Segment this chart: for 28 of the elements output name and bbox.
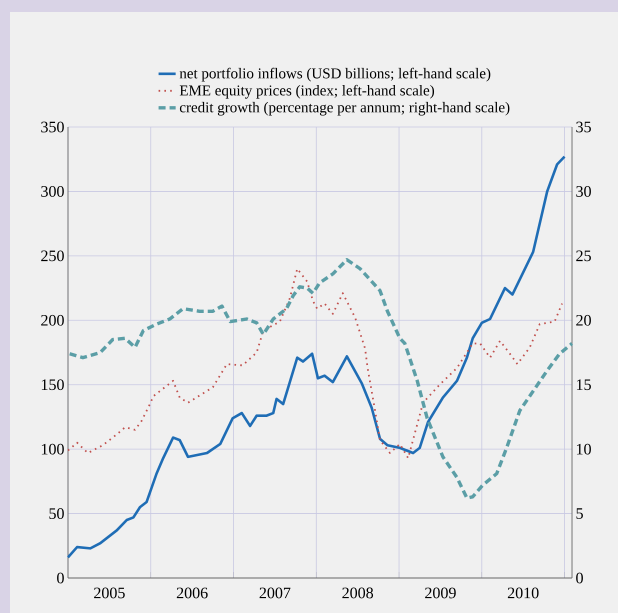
y-tick-label: 50 [49, 508, 64, 519]
x-tick-label: 2006 [176, 588, 208, 598]
y2-tick-label: 10 [576, 444, 591, 455]
x-tick-label: 2005 [94, 588, 125, 598]
y2-tick-label: 15 [576, 379, 591, 390]
y2-tick-label: 20 [576, 314, 591, 326]
y2-tick-label: 5 [576, 508, 583, 519]
y-tick-label: 250 [41, 250, 64, 262]
x-tick-label: 2010 [508, 588, 539, 598]
y-tick-label: 150 [42, 379, 64, 390]
legend-label: EME equity prices (index; left-hand scale) [180, 84, 434, 99]
legend-label: net portfolio inflows (USD billions; left-hand scale) [180, 68, 490, 82]
y-tick-label: 100 [42, 444, 64, 455]
y-tick-label: 350 [41, 122, 64, 132]
line-series [68, 258, 574, 500]
y2-tick-label: 30 [576, 186, 591, 197]
y-tick-label: 300 [41, 186, 64, 197]
y-tick-label: 200 [41, 314, 64, 326]
x-tick-label: 2007 [260, 588, 290, 598]
line-series [66, 155, 566, 559]
y2-tick-label: 25 [576, 250, 591, 262]
x-tick-label: 2008 [342, 588, 374, 598]
y-tick-label: 0 [57, 572, 64, 584]
y2-tick-label: 35 [576, 122, 591, 132]
y2-tick-label: 0 [576, 572, 583, 584]
legend-label: credit growth (percentage per annum; right-hand scale) [180, 102, 510, 116]
line-series [67, 268, 563, 460]
x-tick-label: 2009 [425, 588, 456, 598]
